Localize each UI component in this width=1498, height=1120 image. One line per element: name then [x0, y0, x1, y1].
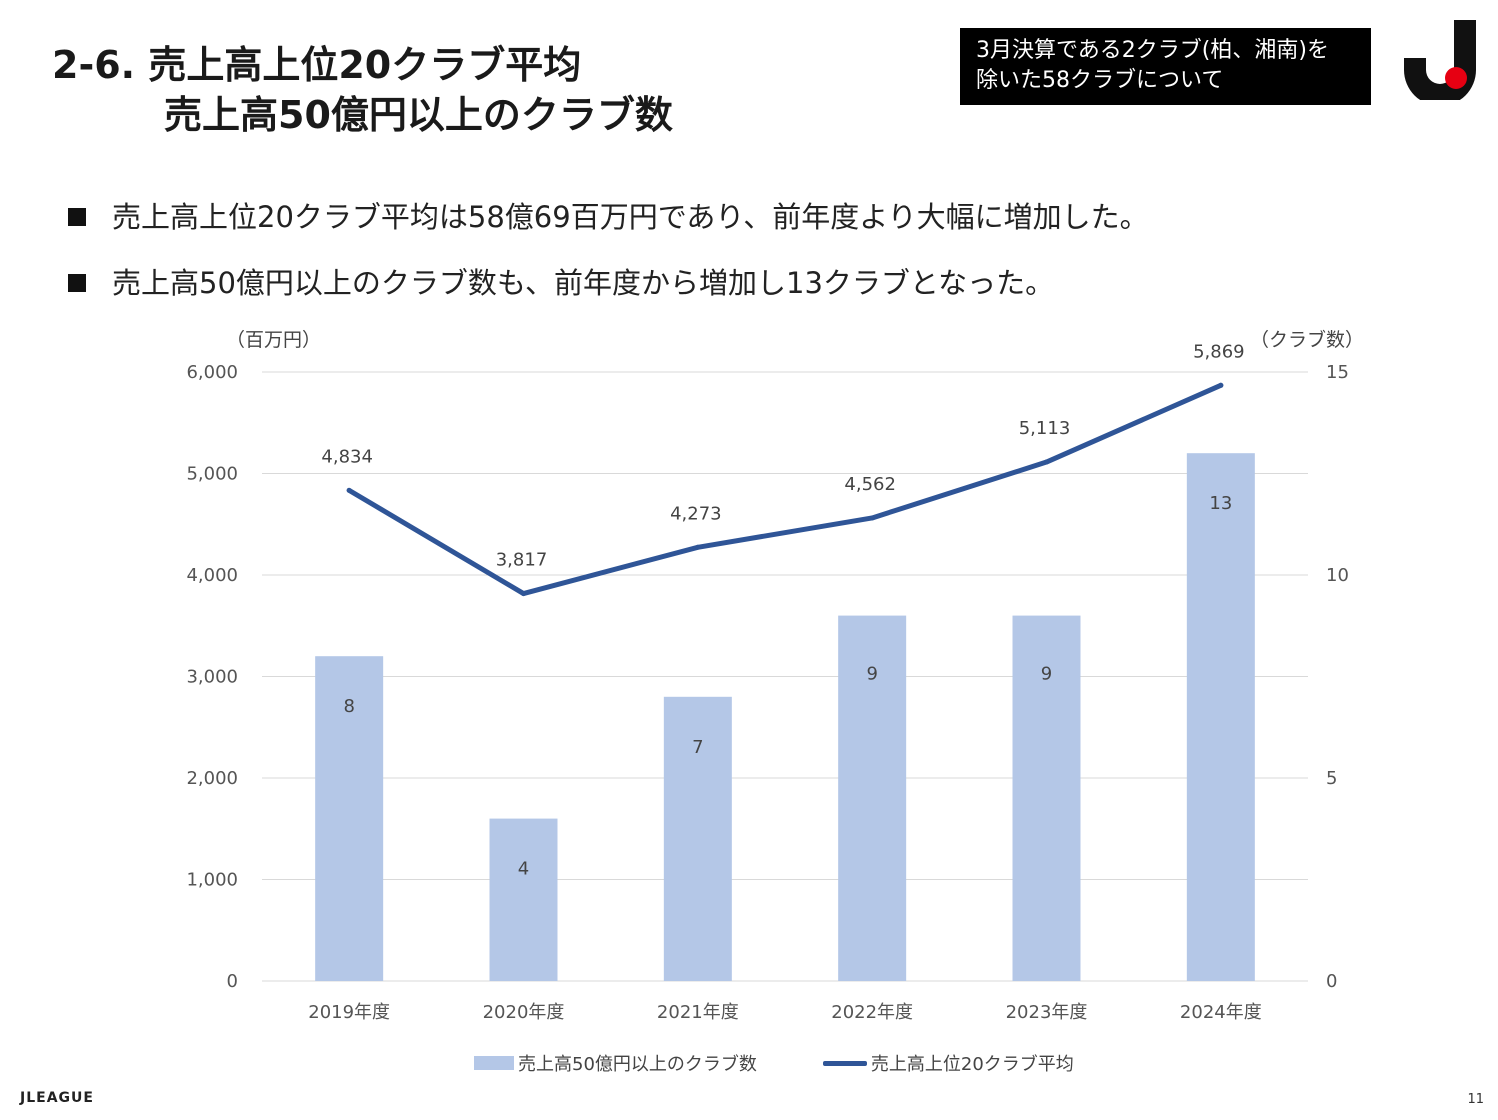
bar-data-label: 9	[866, 664, 877, 685]
y-right-tick-label: 10	[1326, 565, 1349, 586]
y-left-tick-label: 2,000	[186, 768, 238, 789]
bullet-square-icon	[68, 208, 86, 226]
bar-data-label: 13	[1209, 493, 1232, 514]
bar-series	[315, 453, 1255, 981]
line-data-label: 4,273	[670, 503, 722, 524]
y-left-axis-label: （百万円）	[226, 329, 321, 351]
chart-legend: 売上高50億円以上のクラブ数 売上高上位20クラブ平均	[474, 1050, 1074, 1076]
title-line-2: 売上高50億円以上のクラブ数	[164, 93, 673, 137]
y-left-tick-label: 4,000	[186, 565, 238, 586]
bar	[315, 656, 384, 981]
y-left-tick-label: 3,000	[186, 667, 238, 688]
note-line-1: 3月決算である2クラブ(柏、湘南)を	[976, 38, 1329, 63]
bar-data-label: 8	[343, 696, 354, 717]
line-data-label: 4,562	[844, 474, 896, 495]
y-right-tick-label: 15	[1326, 362, 1349, 383]
page-number: 11	[1467, 1092, 1484, 1107]
bar	[1186, 453, 1255, 981]
line-point	[1044, 459, 1049, 465]
x-tick-label: 2024年度	[1180, 1002, 1262, 1023]
line-point	[1218, 382, 1224, 388]
line-series	[346, 382, 1224, 597]
bar	[663, 696, 732, 981]
x-tick-label: 2020年度	[483, 1002, 565, 1023]
x-tick-label: 2023年度	[1006, 1002, 1088, 1023]
line-data-label: 4,834	[321, 446, 373, 467]
y-left-tick-label: 5,000	[186, 464, 238, 485]
bullet-text: 売上高50億円以上のクラブ数も、前年度から増加し13クラブとなった。	[112, 266, 1055, 300]
bar-data-label: 7	[692, 737, 703, 758]
bullet-item: 売上高50億円以上のクラブ数も、前年度から増加し13クラブとなった。	[68, 266, 1149, 300]
footer-brand: JLEAGUE	[20, 1090, 94, 1106]
combo-chart: 8 4 7 9 9 13 4,834 3,817 4,273 4,562 5,113 5,869 0…	[186, 328, 1364, 1023]
line-point	[346, 487, 352, 493]
y-left-tick-label: 0	[227, 971, 238, 992]
y-right-tick-label: 5	[1326, 768, 1337, 789]
y-left-tick-label: 6,000	[186, 362, 238, 383]
bar-data-label: 4	[518, 859, 529, 880]
slide-title: 2-6. 売上高上位20クラブ平均 売上高50億円以上のクラブ数	[52, 40, 673, 140]
grid-lines	[262, 371, 1308, 982]
x-tick-label: 2022年度	[831, 1002, 913, 1023]
title-line-1: 2-6. 売上高上位20クラブ平均	[52, 43, 582, 87]
legend-line-swatch	[822, 1060, 867, 1066]
axis-labels: 0 1,000 2,000 3,000 4,000 5,000 6,000 0 5 10 15 （百万…	[186, 328, 1364, 1023]
y-right-axis-label: （クラブ数）	[1250, 328, 1364, 351]
line-point	[521, 591, 526, 597]
x-tick-label: 2021年度	[657, 1002, 739, 1023]
note-line-2: 除いた58クラブについて	[976, 68, 1224, 93]
line-data-label: 5,113	[1019, 418, 1071, 439]
line-data-label: 5,869	[1193, 341, 1245, 362]
line-data-label: 3,817	[496, 550, 548, 571]
line-path	[346, 382, 1224, 597]
bullet-item: 売上高上位20クラブ平均は58億69百万円であり、前年度より大幅に増加した。	[68, 200, 1149, 234]
bullet-square-icon	[68, 274, 86, 292]
y-left-tick-label: 1,000	[186, 870, 238, 891]
legend-line-label: 売上高上位20クラブ平均	[870, 1054, 1074, 1075]
y-right-tick-label: 0	[1326, 971, 1337, 992]
bar	[1012, 615, 1081, 981]
jleague-logo-icon	[1404, 20, 1476, 100]
legend-bar-swatch	[474, 1056, 514, 1070]
bar-data-label: 9	[1041, 664, 1052, 685]
bar	[838, 615, 907, 981]
line-labels: 4,834 3,817 4,273 4,562 5,113 5,869	[321, 341, 1244, 570]
line-point	[695, 544, 701, 550]
bar	[489, 818, 558, 981]
x-tick-label: 2019年度	[308, 1002, 390, 1023]
bar-labels: 8 4 7 9 9 13	[343, 493, 1232, 879]
bullet-list: 売上高上位20クラブ平均は58億69百万円であり、前年度より大幅に増加した。 売…	[68, 200, 1149, 332]
scope-note: 3月決算である2クラブ(柏、湘南)を 除いた58クラブについて	[960, 28, 1371, 105]
line-point	[869, 515, 875, 521]
bullet-text: 売上高上位20クラブ平均は58億69百万円であり、前年度より大幅に増加した。	[112, 200, 1149, 234]
legend-bar-label: 売上高50億円以上のクラブ数	[518, 1054, 757, 1075]
